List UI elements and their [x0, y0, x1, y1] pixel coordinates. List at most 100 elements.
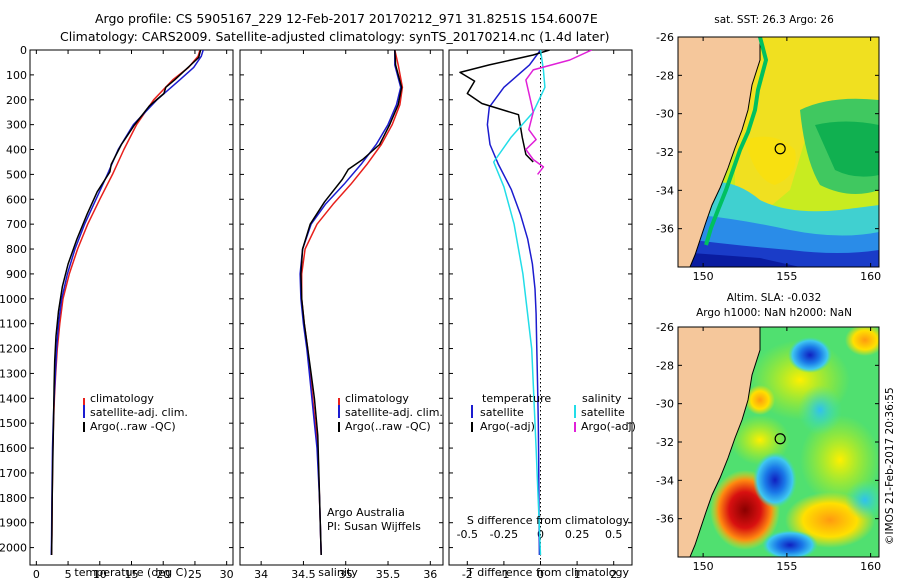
- depth-tick-label: 700: [6, 218, 27, 231]
- salinity-axes-frame: [239, 49, 444, 566]
- depth-tick-label: 1400: [0, 392, 27, 405]
- depth-tick-label: 1200: [0, 343, 27, 356]
- argo-australia-label: Argo Australia: [327, 506, 405, 519]
- temperature-xlabel: temperature (deg C): [74, 566, 187, 579]
- temperature-xtick-label: 20: [156, 568, 170, 580]
- difference-series-temperature-satellite: [486, 50, 542, 556]
- map-ytick-label: -32: [656, 146, 674, 159]
- depth-tick-label: 1300: [0, 367, 27, 380]
- map-ytick-label: -36: [656, 513, 674, 526]
- map-ytick-label: -32: [656, 436, 674, 449]
- depth-tick-label: 300: [6, 119, 27, 132]
- map-ytick-label: -30: [656, 108, 674, 121]
- temperature-xtick-label: 15: [125, 568, 139, 580]
- map-ytick-label: -34: [656, 184, 674, 197]
- difference-xtick-label: -2: [462, 568, 473, 580]
- map-xtick-label: 160: [860, 270, 881, 283]
- pi-label: PI: Susan Wijffels: [327, 520, 421, 533]
- depth-tick-label: 100: [6, 69, 27, 82]
- map-xtick-label: 155: [776, 560, 797, 573]
- temperature-legend: climatology satellite-adj. clim. Argo(..…: [83, 392, 188, 433]
- depth-tick-label: 1100: [0, 318, 27, 331]
- argo-location-marker: [774, 143, 786, 155]
- timestamp-label: ©IMOS 21-Feb-2017 20:36:55: [884, 387, 896, 545]
- difference-series-salinity-argo-adj: [525, 50, 593, 175]
- map-ytick-label: -28: [656, 359, 674, 372]
- legend-label-argo: Argo(..raw -QC): [90, 420, 176, 433]
- legend-label-s-argo: Argo(-adj): [581, 420, 636, 433]
- salinity-xtick-label: 35.5: [376, 568, 401, 580]
- map-ytick-label: -30: [656, 398, 674, 411]
- depth-tick-label: 0: [20, 44, 27, 57]
- depth-tick-label: 200: [6, 94, 27, 107]
- temperature-xtick-label: 25: [188, 568, 202, 580]
- temperature-xtick-label: 0: [33, 568, 40, 580]
- map-xtick-label: 150: [693, 270, 714, 283]
- legend-label-t-argo: Argo(-adj): [480, 420, 535, 433]
- sla-field: [678, 327, 879, 557]
- salinity-xtick-label: 36: [423, 568, 437, 580]
- legend-label-climatology: climatology: [345, 392, 409, 405]
- map-ytick-label: -34: [656, 474, 674, 487]
- legend-header-salinity: salinity: [582, 392, 622, 405]
- sst-map-title: sat. SST: 26.3 Argo: 26: [714, 14, 834, 26]
- depth-tick-label: 800: [6, 243, 27, 256]
- title-line-1: Argo profile: CS 5905167_229 12-Feb-2017…: [95, 11, 598, 26]
- depth-tick-label: 500: [6, 168, 27, 181]
- map-ytick-label: -36: [656, 223, 674, 236]
- map-xtick-label: 155: [776, 270, 797, 283]
- sst-map: sat. SST: 26.3 Argo: 26 -26 -28 -30 -32 -34 -…: [656, 14, 881, 283]
- difference-xtick-label: -1: [498, 568, 509, 580]
- depth-tick-label: 1500: [0, 417, 27, 430]
- salinity-diff-tick-label: 0.5: [605, 528, 623, 541]
- legend-label-satellite: satellite-adj. clim.: [90, 406, 188, 419]
- depth-tick-label: 1800: [0, 492, 27, 505]
- sla-map-title-1: Altim. SLA: -0.032: [727, 292, 822, 304]
- legend-label-s-satellite: satellite: [581, 406, 625, 419]
- map-ytick-label: -26: [656, 321, 674, 334]
- map-xtick-label: 160: [860, 560, 881, 573]
- depth-tick-label: 1600: [0, 442, 27, 455]
- difference-series-salinity-satellite: [492, 50, 546, 556]
- salinity-series-climatology: [300, 50, 404, 556]
- depth-tick-label: 1900: [0, 517, 27, 530]
- difference-xtick-label: 0: [537, 568, 544, 580]
- map-xtick-label: 150: [693, 560, 714, 573]
- difference-xlabel: T difference from climatology: [466, 566, 629, 579]
- depth-tick-label: 1000: [0, 293, 27, 306]
- map-ytick-label: -26: [656, 31, 674, 44]
- difference-legend: temperature satellite Argo(-adj) salinit…: [471, 392, 636, 433]
- temperature-panel: 0100200300400500600700800900100011001200…: [0, 44, 234, 580]
- difference-series-temperature-argo-adj: [459, 50, 550, 163]
- depth-tick-label: 600: [6, 193, 27, 206]
- salinity-diff-tick-label: 0.25: [565, 528, 590, 541]
- temperature-xtick-label: 5: [65, 568, 72, 580]
- salinity-series-argo-raw-qc: [300, 50, 403, 556]
- sla-map-title-2: Argo h1000: NaN h2000: NaN: [696, 307, 852, 319]
- depth-tick-label: 1700: [0, 467, 27, 480]
- salinity-xtick-label: 34: [254, 568, 268, 580]
- depth-tick-label: 400: [6, 144, 27, 157]
- sla-map: Altim. SLA: -0.032 Argo h1000: NaN h2000…: [656, 292, 881, 573]
- difference-top-xlabel: S difference from climatology: [467, 514, 630, 527]
- difference-xtick-label: 2: [610, 568, 617, 580]
- argo-location-marker: [774, 433, 786, 445]
- depth-tick-label: 900: [6, 268, 27, 281]
- depth-tick-label: 2000: [0, 542, 27, 555]
- salinity-diff-tick-label: -0.5: [457, 528, 478, 541]
- title-line-2: Climatology: CARS2009. Satellite-adjuste…: [60, 29, 610, 44]
- temperature-series-argo-raw-qc: [50, 50, 202, 556]
- salinity-xtick-label: 34.5: [291, 568, 316, 580]
- legend-label-argo: Argo(..raw -QC): [345, 420, 431, 433]
- legend-header-temperature: temperature: [482, 392, 551, 405]
- legend-label-t-satellite: satellite: [480, 406, 524, 419]
- legend-label-satellite: satellite-adj. clim.: [345, 406, 443, 419]
- map-ytick-label: -28: [656, 69, 674, 82]
- salinity-xlabel: salinity: [318, 566, 358, 579]
- salinity-xtick-label: 35: [339, 568, 353, 580]
- salinity-legend: climatology satellite-adj. clim. Argo(..…: [338, 392, 443, 433]
- legend-label-climatology: climatology: [90, 392, 154, 405]
- salinity-diff-tick-label: -0.25: [490, 528, 518, 541]
- temperature-xtick-label: 10: [93, 568, 107, 580]
